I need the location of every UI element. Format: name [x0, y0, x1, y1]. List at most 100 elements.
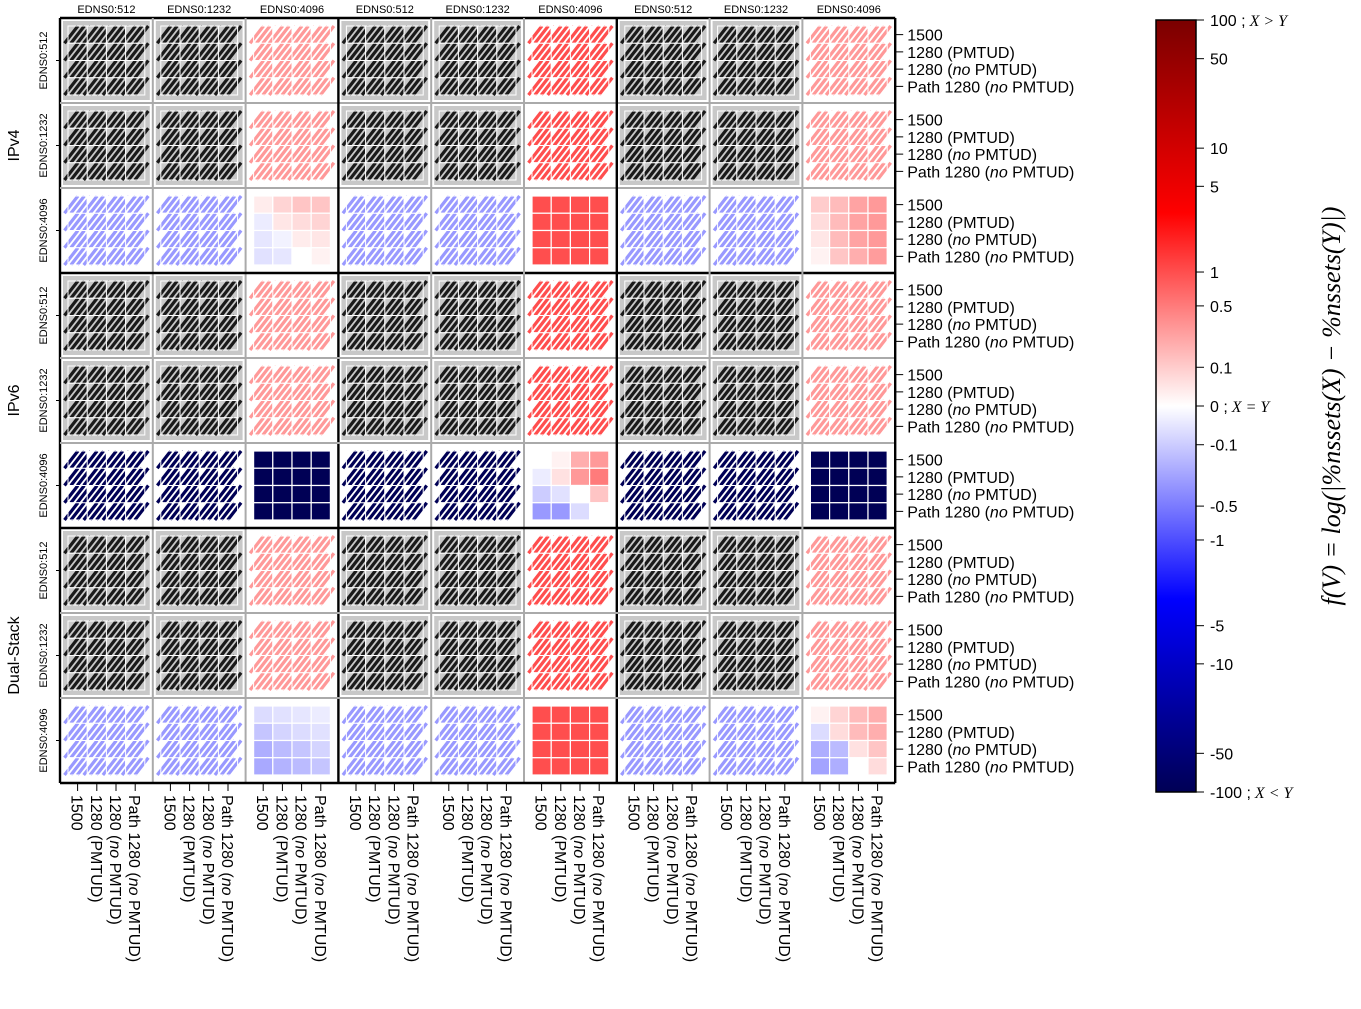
hatch-stroke: [584, 76, 601, 96]
heatmap-cell: [863, 76, 892, 96]
hatch-stroke: [120, 110, 137, 130]
heatmap-cell: [848, 212, 869, 232]
heatmap-cell: [306, 314, 336, 334]
hatch-stroke: [367, 59, 384, 79]
hatch-stroke: [770, 42, 787, 62]
heatmap-cell: [213, 280, 243, 300]
block-0-4: [434, 21, 521, 100]
hatch-stroke: [226, 59, 243, 79]
heatmap-cell: [584, 127, 614, 147]
hatch-stroke: [108, 161, 124, 181]
hatch-stroke: [287, 59, 304, 79]
heatmap-cell: [569, 467, 591, 487]
hatch-stroke: [127, 110, 144, 130]
heatmap-cell: [588, 450, 610, 469]
heatmap-cell: [677, 42, 707, 62]
hatch-stroke: [348, 59, 364, 79]
block-4-6: [619, 361, 707, 440]
hatch-stroke: [306, 59, 323, 79]
hatch-stroke: [213, 59, 230, 79]
heatmap-cell: [120, 416, 150, 436]
hatch-stroke: [460, 42, 476, 62]
hatch-stroke: [386, 76, 403, 96]
hatch-stroke: [213, 76, 230, 96]
heatmap-cell: [770, 467, 800, 487]
hatch-stroke: [869, 25, 886, 45]
heatmap-cell: [213, 59, 243, 79]
hatch-stroke: [63, 127, 80, 147]
hatch-stroke: [255, 59, 272, 79]
hatch-stroke: [319, 42, 336, 62]
hatch-stroke: [133, 76, 150, 96]
hatch-stroke: [360, 25, 377, 45]
cell-border: [496, 77, 517, 96]
heatmap-cell: [584, 25, 614, 45]
hatch-stroke: [831, 42, 848, 62]
hatch-stroke: [776, 76, 793, 96]
heatmap-cell: [310, 502, 332, 521]
heatmap-cell: [770, 59, 800, 79]
heatmap-cell: [677, 110, 707, 130]
hatch-stroke: [63, 76, 80, 96]
hatch-stroke: [101, 59, 118, 79]
heatmap-cell: [399, 484, 428, 504]
hatch-stroke: [850, 25, 867, 45]
hatch-stroke: [156, 161, 172, 181]
hatch-stroke: [194, 59, 211, 79]
heatmap-cell: [677, 484, 707, 504]
hatch-stroke: [479, 59, 496, 79]
hatch-stroke: [639, 42, 656, 62]
hatch-stroke: [850, 42, 867, 62]
heatmap-cell: [310, 484, 332, 504]
block-0-8: [805, 25, 892, 96]
hatch-stroke: [274, 59, 291, 79]
hatch-stroke: [783, 25, 800, 45]
heatmap-cell: [82, 110, 112, 130]
heatmap-cell: [770, 76, 800, 96]
block-0-2: [248, 25, 336, 96]
heatmap-cell: [194, 59, 224, 79]
heatmap-cell: [770, 365, 800, 385]
hatch-stroke: [360, 42, 377, 62]
heatmap-cell: [809, 195, 831, 214]
heatmap-cell: [213, 467, 243, 487]
heatmap-cell: [306, 331, 336, 351]
hatch-stroke: [751, 42, 768, 62]
hatch-stroke: [812, 76, 828, 96]
hatch-stroke: [552, 42, 569, 62]
block-4-5: [527, 365, 614, 436]
heatmap-cell: [620, 59, 649, 79]
hatch-stroke: [287, 76, 304, 96]
hatch-stroke: [824, 42, 841, 62]
hatch-stroke: [498, 59, 515, 79]
block-4-2: [248, 365, 336, 436]
hatch-stroke: [213, 110, 230, 130]
block-1-3: [341, 106, 429, 185]
hatch-stroke: [738, 59, 755, 79]
heatmap-cell: [306, 144, 336, 164]
heatmap-cell: [677, 195, 707, 215]
hatch-stroke: [108, 127, 124, 147]
hatch-stroke: [533, 76, 550, 96]
hatch-stroke: [82, 59, 99, 79]
heatmap-cell: [588, 212, 610, 232]
hatch-stroke: [738, 76, 755, 96]
hatch-stroke: [597, 76, 614, 96]
hatch-stroke: [341, 59, 358, 79]
hatch-stroke: [63, 144, 80, 164]
heatmap-cell: [809, 247, 831, 266]
heatmap-cell: [272, 212, 293, 232]
hatch-stroke: [194, 76, 211, 96]
heatmap-cell: [863, 416, 892, 436]
hatch-stroke: [684, 59, 700, 79]
hatch-stroke: [757, 76, 774, 96]
hatch-stroke: [399, 76, 416, 96]
heatmap-cell: [588, 467, 610, 487]
heatmap-cell: [472, 42, 502, 62]
heatmap-cell: [492, 297, 521, 317]
heatmap-cell: [677, 229, 707, 249]
heatmap-cell: [677, 212, 707, 232]
hatch-stroke: [213, 161, 230, 181]
heatmap-cell: [120, 399, 150, 419]
heatmap-cell: [732, 42, 761, 62]
